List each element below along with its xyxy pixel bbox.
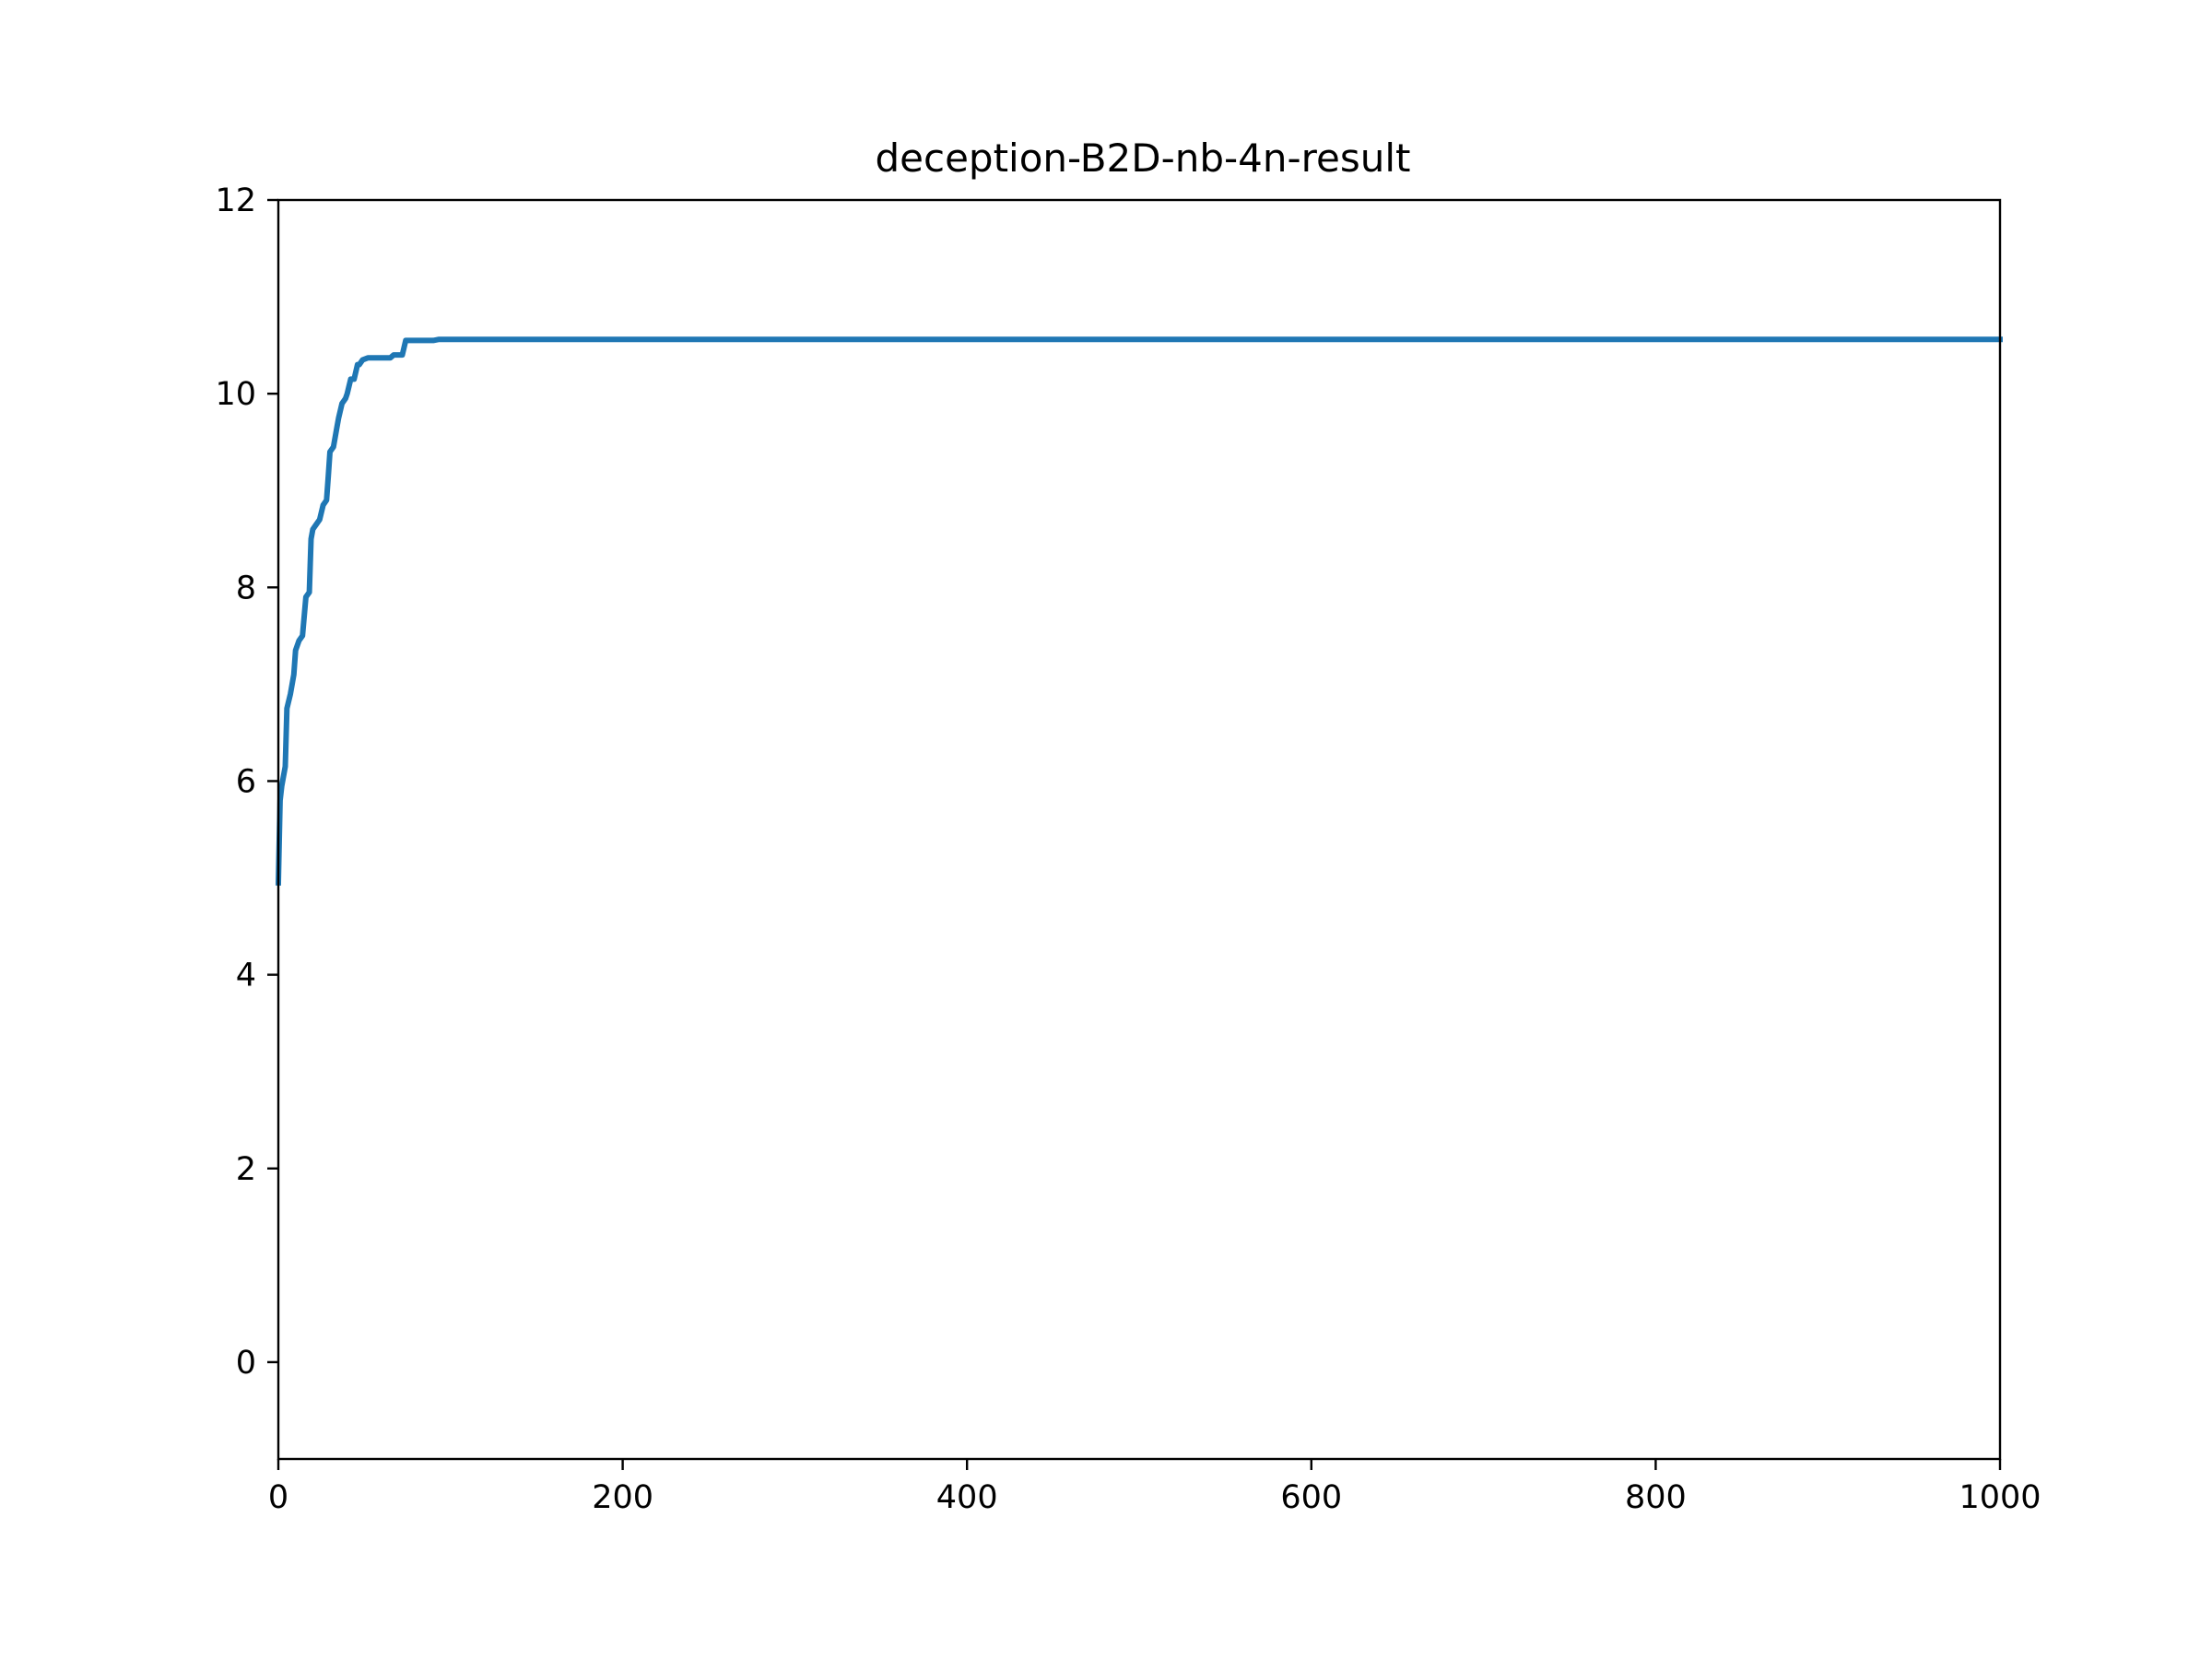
x-tick-label: 1000 — [1959, 1479, 2041, 1516]
y-tick-label: 10 — [215, 376, 256, 413]
x-tick-label: 400 — [936, 1479, 998, 1516]
x-tick-label: 800 — [1625, 1479, 1687, 1516]
chart-title: deception-B2D-nb-4n-result — [876, 135, 1411, 181]
y-axis: 0 2 4 6 8 10 12 — [215, 182, 278, 1382]
y-tick-label: 6 — [236, 763, 256, 800]
y-tick-label: 8 — [236, 570, 256, 606]
x-tick-label: 600 — [1280, 1479, 1342, 1516]
series-line — [275, 336, 2003, 886]
y-tick-label: 2 — [236, 1151, 256, 1188]
x-tick-label: 0 — [268, 1479, 288, 1516]
x-axis: 0 200 400 600 800 1000 — [268, 1459, 2041, 1516]
y-tick-label: 0 — [236, 1345, 256, 1382]
y-tick-label: 12 — [215, 182, 256, 219]
plot-frame — [276, 198, 2002, 1461]
x-tick-label: 200 — [592, 1479, 653, 1516]
series-layer — [275, 336, 2003, 886]
y-tick-label: 4 — [236, 958, 256, 994]
